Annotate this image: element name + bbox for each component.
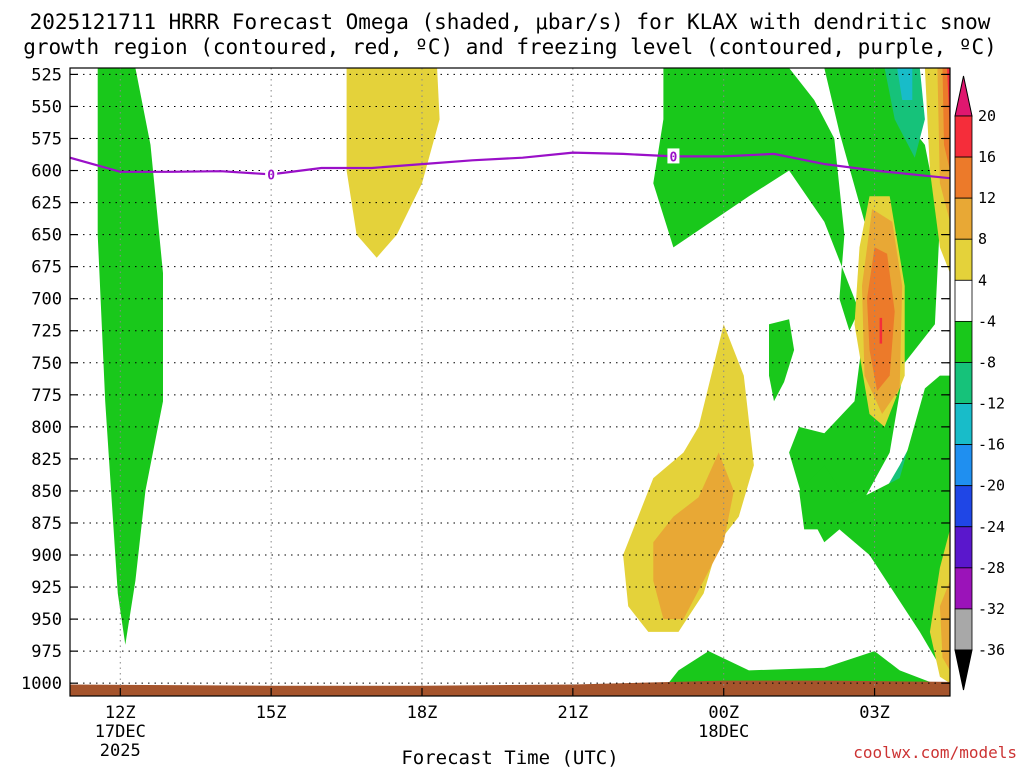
- y-tick-label-850: 850: [31, 482, 62, 502]
- title-line-1: 2025121711 HRRR Forecast Omega (shaded, …: [30, 10, 991, 34]
- colorbar-label-5: -4: [978, 312, 996, 330]
- y-tick-label-600: 600: [31, 162, 62, 182]
- colorbar-label-10: -24: [978, 518, 1005, 536]
- omega-shading: [70, 68, 950, 696]
- credit-text: coolwx.com/models: [853, 743, 1017, 762]
- freezing-label-bg-0: [265, 166, 278, 182]
- colorbar-swatch-1: [954, 156, 973, 199]
- x-axis-label: Forecast Time (UTC): [401, 747, 618, 768]
- colorbar-bottom-arrow: [954, 649, 973, 691]
- colorbar-swatch-3: [954, 238, 973, 281]
- colorbar-label-1: 16: [978, 148, 996, 166]
- plot-frame: [69, 67, 951, 697]
- x-tick-label-18Z: 18Z: [407, 703, 438, 723]
- omega-region-1: [346, 68, 440, 258]
- colorbar-label-13: -36: [978, 641, 1005, 659]
- y-tick-label-750: 750: [31, 354, 62, 374]
- x-tick-label-03Z: 03Z: [859, 703, 890, 723]
- y-axis-ticks: 525 550 575 600 625 650 675 700 725 750 775 800 825 8…: [21, 65, 950, 694]
- y-tick-label-800: 800: [31, 418, 62, 438]
- colorbar-label-2: 12: [978, 189, 996, 207]
- y-tick-label-725: 725: [31, 322, 62, 342]
- omega-region-2: [653, 68, 940, 543]
- freezing-level-label-1: 0: [670, 150, 678, 165]
- y-tick-label-525: 525: [31, 65, 62, 85]
- chart-title: 2025121711 HRRR Forecast Omega (shaded, …: [23, 10, 997, 59]
- y-tick-label-775: 775: [31, 386, 62, 406]
- colorbar-swatch-6: [954, 362, 973, 404]
- freezing-label-bg-1: [667, 148, 680, 164]
- y-tick-label-925: 925: [31, 578, 62, 598]
- omega-region-10: [879, 317, 883, 344]
- colorbar-label-7: -12: [978, 395, 1005, 413]
- colorbar-swatch-4: [954, 279, 973, 322]
- omega-region-14: [653, 452, 734, 620]
- y-tick-label-950: 950: [31, 610, 62, 630]
- omega-region-0: [97, 68, 163, 645]
- y-tick-label-875: 875: [31, 514, 62, 534]
- x-tick-label-15Z: 15Z: [256, 703, 287, 723]
- colorbar-swatch-9: [954, 485, 973, 528]
- colorbar: 20 16 12 8 4 -4 -8 -12 -16 -20 -24 -28 -32 -36: [954, 75, 1005, 691]
- x-tick-sublabel-12Z-0: 17DEC: [95, 722, 146, 742]
- x-tick-label-12Z: 12Z: [105, 703, 136, 723]
- colorbar-label-12: -32: [978, 600, 1005, 618]
- x-tick-sublabel-12Z-1: 2025: [100, 741, 141, 761]
- y-tick-label-675: 675: [31, 258, 62, 278]
- freezing-level-line: [70, 151, 950, 180]
- omega-region-20: [942, 68, 950, 171]
- omega-region-16: [939, 580, 950, 671]
- omega-region-3: [884, 68, 925, 158]
- grid-lines: [70, 68, 950, 696]
- x-tick-label-00Z: 00Z: [708, 703, 739, 723]
- colorbar-label-8: -16: [978, 436, 1005, 454]
- y-tick-label-700: 700: [31, 290, 62, 310]
- title-line-2: growth region (contoured, red, ºC) and f…: [23, 35, 997, 59]
- y-tick-label-900: 900: [31, 546, 62, 566]
- x-tick-label-21Z: 21Z: [557, 703, 588, 723]
- omega-region-21: [947, 68, 950, 133]
- freezing-level-contour: 00: [70, 148, 950, 183]
- colorbar-swatch-7: [954, 403, 973, 446]
- omega-region-12: [799, 375, 950, 684]
- y-tick-label-975: 975: [31, 642, 62, 662]
- colorbar-swatch-12: [954, 608, 973, 651]
- colorbar-label-9: -20: [978, 477, 1005, 495]
- colorbar-swatch-5: [954, 320, 973, 363]
- y-tick-label-1000: 1000: [21, 674, 62, 694]
- colorbar-swatch-0: [954, 115, 973, 158]
- colorbar-swatch-8: [954, 444, 973, 487]
- omega-region-5: [769, 319, 795, 402]
- ground-surface: [70, 680, 950, 696]
- colorbar-label-4: 4: [978, 271, 987, 289]
- omega-region-4: [897, 68, 913, 100]
- y-tick-label-825: 825: [31, 450, 62, 470]
- y-tick-label-575: 575: [31, 129, 62, 149]
- colorbar-swatch-2: [954, 197, 973, 240]
- colorbar-label-11: -28: [978, 559, 1005, 577]
- colorbar-label-6: -8: [978, 353, 996, 371]
- colorbar-label-3: 8: [978, 230, 987, 248]
- y-tick-label-550: 550: [31, 97, 62, 117]
- y-tick-label-625: 625: [31, 194, 62, 214]
- y-tick-label-650: 650: [31, 226, 62, 246]
- colorbar-top-arrow: [954, 75, 973, 117]
- freezing-level-label-0: 0: [267, 168, 275, 183]
- colorbar-label-0: 20: [978, 107, 996, 125]
- colorbar-swatch-10: [954, 526, 973, 569]
- colorbar-swatch-11: [954, 567, 973, 610]
- x-tick-sublabel-00Z-0: 18DEC: [698, 722, 749, 742]
